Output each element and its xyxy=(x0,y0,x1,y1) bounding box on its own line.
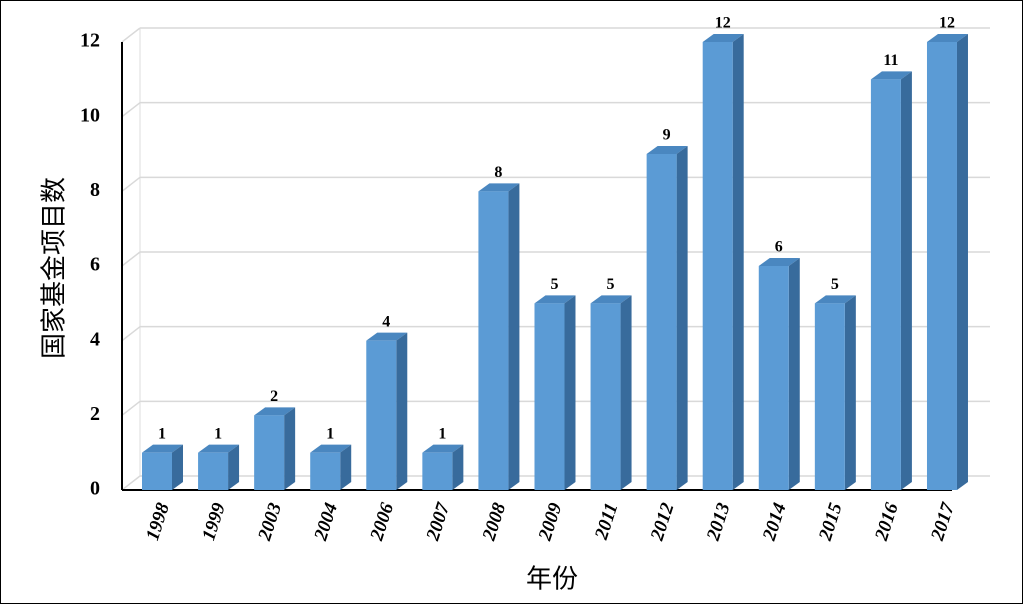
bar-side xyxy=(956,34,968,490)
x-tick-label: 2012 xyxy=(647,500,679,544)
bar-side xyxy=(508,183,520,491)
x-tick-label: 2017 xyxy=(927,499,959,544)
bar-top xyxy=(534,295,576,304)
value-label: 4 xyxy=(382,313,390,330)
value-label: 1 xyxy=(438,425,446,442)
grid-diagonal xyxy=(121,326,141,342)
y-tick-label: 0 xyxy=(90,478,100,500)
value-label: 2 xyxy=(270,388,278,405)
value-label: 5 xyxy=(607,276,615,293)
bar xyxy=(142,452,172,490)
bar-top xyxy=(870,71,912,80)
bar-side xyxy=(284,407,296,490)
x-tick-label: 2008 xyxy=(478,500,510,544)
bar xyxy=(870,79,901,490)
y-tick-label: 2 xyxy=(90,403,100,425)
bar xyxy=(254,415,285,490)
bar-top xyxy=(814,295,856,304)
bar-side xyxy=(452,444,464,490)
bar-side xyxy=(172,444,183,490)
value-label: 6 xyxy=(775,239,783,256)
bar-top xyxy=(422,444,464,453)
bar-top xyxy=(646,146,688,154)
bar-top xyxy=(702,34,744,42)
value-label: 11 xyxy=(883,52,898,69)
y-tick-label: 6 xyxy=(90,254,100,276)
grid-diagonal xyxy=(121,251,141,267)
bar-side xyxy=(396,332,408,490)
x-tick-label: 1999 xyxy=(198,500,230,543)
x-tick-label: 2011 xyxy=(591,500,623,543)
bar-top xyxy=(366,332,408,341)
bar xyxy=(366,340,397,490)
x-tick-label: 2003 xyxy=(254,500,286,544)
bar-side xyxy=(900,71,912,490)
value-label: 12 xyxy=(715,15,731,32)
bar-side xyxy=(844,295,856,490)
bar-top xyxy=(590,295,632,304)
grid-diagonal xyxy=(121,102,141,118)
value-label: 9 xyxy=(663,127,671,144)
x-tick-label: 2007 xyxy=(422,499,454,544)
bar xyxy=(422,452,453,490)
bar-top xyxy=(198,444,240,453)
bar-side xyxy=(340,444,352,490)
grid-diagonal xyxy=(121,475,141,491)
grid-diagonal xyxy=(121,176,141,192)
x-tick-label: 1998 xyxy=(142,500,174,543)
bar xyxy=(926,42,957,490)
y-tick-label: 10 xyxy=(80,104,100,126)
bar xyxy=(198,452,229,490)
value-label: 8 xyxy=(494,164,502,181)
bar xyxy=(310,452,341,490)
y-axis-title: 国家基金项目数 xyxy=(40,177,70,359)
value-label: 12 xyxy=(939,15,955,32)
bar xyxy=(534,303,565,490)
bar-top xyxy=(254,407,296,416)
y-tick-label: 12 xyxy=(80,30,100,52)
bar xyxy=(702,42,733,490)
bar-top xyxy=(310,444,352,453)
bar-side xyxy=(732,34,744,490)
x-tick-label: 2013 xyxy=(703,500,735,544)
bar xyxy=(814,303,845,490)
y-tick-label: 8 xyxy=(90,179,100,201)
x-tick-label: 2015 xyxy=(815,500,847,544)
value-label: 5 xyxy=(550,276,558,293)
grid-diagonal xyxy=(121,400,141,416)
bar-side xyxy=(228,444,240,490)
bar-side xyxy=(788,258,800,490)
bar xyxy=(478,191,509,491)
value-label: 1 xyxy=(326,425,334,442)
value-label: 1 xyxy=(214,425,222,442)
bar-top xyxy=(478,183,520,192)
bar xyxy=(758,266,789,490)
x-tick-label: 2006 xyxy=(366,500,398,544)
value-label: 5 xyxy=(831,276,839,293)
grid-diagonal xyxy=(121,27,141,43)
bar-side xyxy=(564,295,576,490)
value-label: 1 xyxy=(158,425,166,442)
x-tick-label: 2004 xyxy=(310,500,342,544)
bar-top xyxy=(142,444,183,453)
bar-side xyxy=(676,146,688,490)
y-tick-label: 4 xyxy=(90,328,100,350)
bar xyxy=(646,154,677,490)
x-tick-label: 2016 xyxy=(871,500,903,544)
x-axis-title: 年份 xyxy=(526,565,578,595)
bar-top xyxy=(926,34,968,42)
bar xyxy=(590,303,621,490)
bar-side xyxy=(620,295,632,490)
bar-top xyxy=(758,258,800,266)
x-tick-label: 2009 xyxy=(534,500,566,544)
x-tick-label: 2014 xyxy=(759,500,791,544)
